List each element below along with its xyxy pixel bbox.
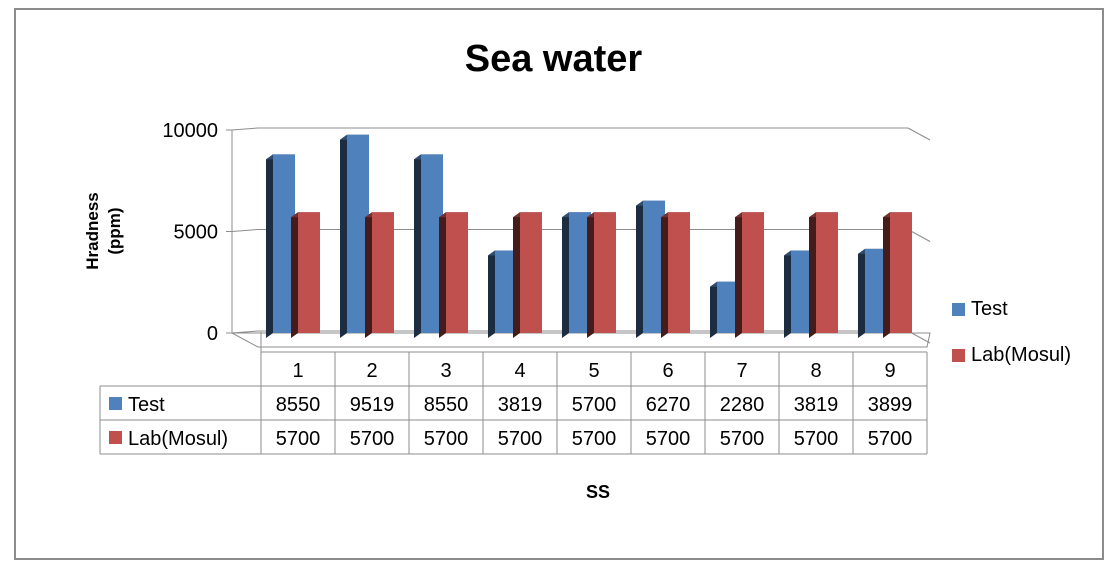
table-cell-lab-5: 5700	[572, 428, 617, 450]
x-tick-label-3: 3	[440, 360, 451, 382]
bar-side-lab-3	[439, 212, 446, 338]
bar-lab-3	[446, 212, 468, 333]
x-tick-label-5: 5	[588, 360, 599, 382]
bar-lab-2	[372, 212, 394, 333]
gridline-left-2	[231, 127, 259, 131]
bar-lab-8	[816, 212, 838, 333]
table-row-label-test: Test	[128, 394, 165, 416]
table-cell-lab-9: 5700	[868, 428, 913, 450]
x-axis-label: SS	[585, 482, 610, 502]
bar-test-4	[495, 250, 517, 333]
table-cell-lab-6: 5700	[646, 428, 691, 450]
bar-side-lab-7	[735, 212, 742, 338]
bar-lab-5	[594, 212, 616, 333]
x-tick-label-1: 1	[292, 360, 303, 382]
table-cell-lab-4: 5700	[498, 428, 543, 450]
x-tick-label-2: 2	[366, 360, 377, 382]
bar-test-3	[421, 154, 443, 333]
bar-side-test-6	[636, 200, 643, 338]
y-tick-label-0: 0	[207, 323, 218, 345]
bar-side-test-9	[858, 248, 865, 338]
table-cell-test-5: 5700	[572, 394, 617, 416]
bar-side-lab-9	[883, 212, 890, 338]
bar-side-lab-4	[513, 212, 520, 338]
gridline-right-2	[907, 127, 931, 141]
bar-side-test-8	[784, 250, 791, 338]
table-cell-test-1: 8550	[276, 394, 321, 416]
chart-title: Sea water	[464, 38, 643, 80]
table-cell-lab-2: 5700	[350, 428, 395, 450]
legend-swatch-test	[952, 302, 965, 316]
legend-swatch-lab	[952, 348, 965, 362]
x-tick-label-7: 7	[736, 360, 747, 382]
legend-label-lab: Lab(Mosul)	[971, 343, 1072, 366]
bar-side-test-7	[710, 281, 717, 338]
bar-lab-7	[742, 212, 764, 333]
bar-side-test-2	[340, 134, 347, 338]
legend-item-lab: Lab(Mosul)	[952, 338, 1071, 372]
bar-test-5	[569, 212, 591, 333]
bar-test-7	[717, 281, 739, 333]
bar-test-9	[865, 248, 887, 333]
bar-lab-9	[890, 212, 912, 333]
x-tick-label-8: 8	[810, 360, 821, 382]
table-cell-test-9: 3899	[868, 394, 913, 416]
x-tick-label-9: 9	[884, 360, 895, 382]
y-tick-label-2: 10000	[162, 120, 218, 142]
table-row-label-lab: Lab(Mosul)	[128, 428, 228, 450]
table-cell-lab-8: 5700	[794, 428, 839, 450]
table-cell-test-4: 3819	[498, 394, 543, 416]
bar-side-lab-8	[809, 212, 816, 338]
chart-frame	[14, 8, 1104, 560]
bar-side-test-1	[266, 154, 273, 338]
bar-side-test-4	[488, 250, 495, 338]
legend-label-test: Test	[971, 297, 1008, 320]
bar-side-lab-1	[291, 212, 298, 338]
bar-lab-6	[668, 212, 690, 333]
table-cell-lab-1: 5700	[276, 428, 321, 450]
table-swatch-test	[109, 397, 122, 410]
bar-test-2	[347, 134, 369, 333]
table-cell-test-2: 9519	[350, 394, 395, 416]
table-cell-test-8: 3819	[794, 394, 839, 416]
gridline-left-1	[231, 229, 259, 232]
table-cell-lab-3: 5700	[424, 428, 469, 450]
table-cell-lab-7: 5700	[720, 428, 765, 450]
x-tick-label-4: 4	[514, 360, 525, 382]
table-cell-test-6: 6270	[646, 394, 691, 416]
bar-side-test-3	[414, 154, 421, 338]
table-cell-test-3: 8550	[424, 394, 469, 416]
bar-lab-4	[520, 212, 542, 333]
legend: Test Lab(Mosul)	[952, 292, 1071, 384]
bar-lab-1	[298, 212, 320, 333]
x-tick-label-6: 6	[662, 360, 673, 382]
bar-side-test-5	[562, 212, 569, 338]
floor	[231, 332, 931, 348]
bar-side-lab-6	[661, 212, 668, 338]
legend-item-test: Test	[952, 292, 1071, 326]
y-tick-label-1: 5000	[174, 222, 219, 244]
table-swatch-lab	[109, 431, 122, 444]
bar-test-8	[791, 250, 813, 333]
bar-test-6	[643, 200, 665, 333]
bar-side-lab-2	[365, 212, 372, 338]
bar-test-1	[273, 154, 295, 333]
bar-side-lab-5	[587, 212, 594, 338]
table-cell-test-7: 2280	[720, 394, 765, 416]
